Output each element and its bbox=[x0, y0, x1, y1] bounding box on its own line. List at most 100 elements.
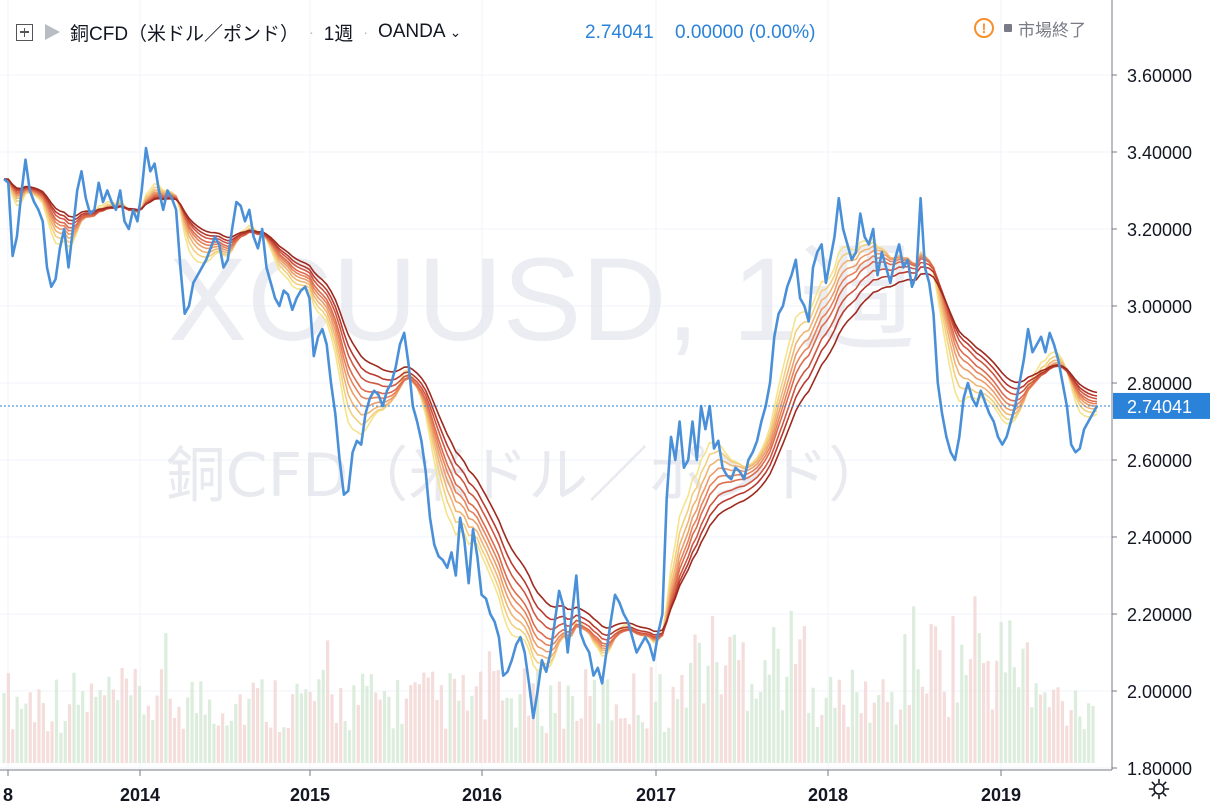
volume-bar bbox=[990, 709, 995, 763]
volume-bar bbox=[1052, 689, 1056, 763]
volume-bar bbox=[627, 724, 632, 763]
volume-bar bbox=[19, 708, 24, 763]
volume-bar bbox=[89, 683, 94, 763]
volume-bar bbox=[842, 704, 846, 763]
volume-bar bbox=[41, 703, 45, 763]
volume-bar bbox=[229, 720, 234, 763]
interval-label[interactable]: 1週 bbox=[323, 23, 354, 45]
volume-bar bbox=[737, 660, 741, 763]
chevron-down-icon[interactable]: ⌄ bbox=[449, 23, 462, 40]
volume-bar bbox=[566, 685, 570, 763]
volume-bar bbox=[221, 713, 225, 763]
volume-bar bbox=[396, 679, 400, 763]
volume-bar bbox=[409, 685, 413, 763]
volume-bar bbox=[76, 704, 80, 763]
volume-bar bbox=[54, 679, 59, 763]
volume-bar bbox=[601, 680, 605, 763]
volume-bar bbox=[1087, 703, 1091, 763]
volume-bar bbox=[592, 679, 597, 763]
volume-bar bbox=[702, 703, 706, 763]
volume-bar bbox=[479, 671, 483, 763]
volume-bar bbox=[772, 627, 776, 763]
volume-bar bbox=[225, 725, 229, 763]
y-tick-label: 2.40000 bbox=[1127, 528, 1192, 548]
broker-label[interactable]: OANDA bbox=[377, 21, 446, 42]
volume-bar bbox=[465, 710, 470, 763]
volume-bar bbox=[321, 669, 325, 763]
ema-line bbox=[3, 178, 1098, 637]
volume-bar bbox=[514, 727, 518, 763]
volume-bar bbox=[863, 681, 868, 763]
volume-bar bbox=[28, 692, 32, 763]
volume-bar bbox=[6, 673, 10, 763]
volume-bar bbox=[706, 665, 710, 763]
volume-bar bbox=[1034, 683, 1038, 763]
symbol-title[interactable]: 銅CFD（米ドル／ポンド） bbox=[70, 23, 300, 45]
volume-bar bbox=[496, 670, 500, 763]
volume-bar bbox=[1065, 725, 1069, 763]
volume-bar bbox=[947, 717, 951, 763]
volume-bar bbox=[1060, 701, 1064, 763]
volume-bar bbox=[361, 673, 365, 763]
volume-bar bbox=[343, 721, 347, 763]
volume-bar bbox=[1043, 692, 1047, 763]
volume-bar bbox=[251, 682, 255, 763]
flag-icon[interactable] bbox=[45, 24, 60, 40]
market-status: ! 市場終了 bbox=[974, 14, 1086, 42]
volume-bar bbox=[378, 699, 382, 763]
volume-bar bbox=[684, 707, 688, 763]
volume-bar bbox=[207, 699, 212, 763]
volume-bar bbox=[426, 677, 430, 763]
volume-bar bbox=[614, 704, 618, 763]
volume-bar bbox=[339, 687, 343, 763]
volume-bar bbox=[789, 610, 793, 763]
volume-bar bbox=[238, 694, 242, 763]
volume-bar bbox=[1025, 642, 1029, 763]
volume-bar bbox=[295, 683, 299, 763]
volume-bar bbox=[404, 698, 408, 763]
volume-bar bbox=[46, 731, 50, 763]
volume-bar bbox=[81, 691, 85, 763]
volume-bar bbox=[763, 660, 767, 763]
settings-icon[interactable] bbox=[1148, 778, 1170, 800]
volume-bar bbox=[951, 616, 955, 763]
volume-bar bbox=[885, 701, 890, 763]
volume-bar bbox=[925, 693, 929, 763]
volume-bar bbox=[658, 674, 662, 763]
volume-bar bbox=[802, 626, 806, 763]
y-tick-label: 3.00000 bbox=[1127, 297, 1192, 317]
last-price-value: 2.74041 bbox=[585, 22, 654, 43]
volume-layer bbox=[2, 596, 1095, 763]
y-tick-label: 2.20000 bbox=[1127, 605, 1192, 625]
volume-bar bbox=[754, 698, 758, 763]
volume-bar bbox=[973, 596, 977, 763]
volume-bar bbox=[142, 714, 146, 763]
volume-bar bbox=[269, 727, 273, 763]
volume-bar bbox=[833, 707, 837, 763]
warning-icon[interactable]: ! bbox=[974, 18, 994, 38]
volume-bar bbox=[431, 671, 435, 763]
volume-bar bbox=[413, 682, 417, 763]
ema-line bbox=[3, 178, 1098, 645]
volume-bar bbox=[129, 695, 133, 763]
add-symbol-icon[interactable] bbox=[16, 23, 33, 41]
volume-bar bbox=[654, 701, 658, 763]
volume-bar bbox=[457, 700, 461, 763]
volume-bar bbox=[387, 696, 391, 763]
last-price-label-bg bbox=[1113, 392, 1210, 419]
volume-bar bbox=[11, 729, 15, 763]
y-tick-label: 3.40000 bbox=[1127, 143, 1192, 163]
volume-bar bbox=[916, 669, 920, 763]
volume-bar bbox=[203, 714, 207, 763]
ema-ribbon bbox=[3, 178, 1098, 672]
volume-bar bbox=[382, 691, 387, 763]
volume-bar bbox=[164, 633, 168, 763]
volume-bar bbox=[299, 693, 303, 763]
volume-bar bbox=[522, 668, 527, 763]
volume-bar bbox=[1091, 705, 1095, 763]
volume-bar bbox=[982, 663, 986, 763]
volume-bar bbox=[487, 651, 492, 763]
header-separator: · bbox=[363, 24, 368, 40]
